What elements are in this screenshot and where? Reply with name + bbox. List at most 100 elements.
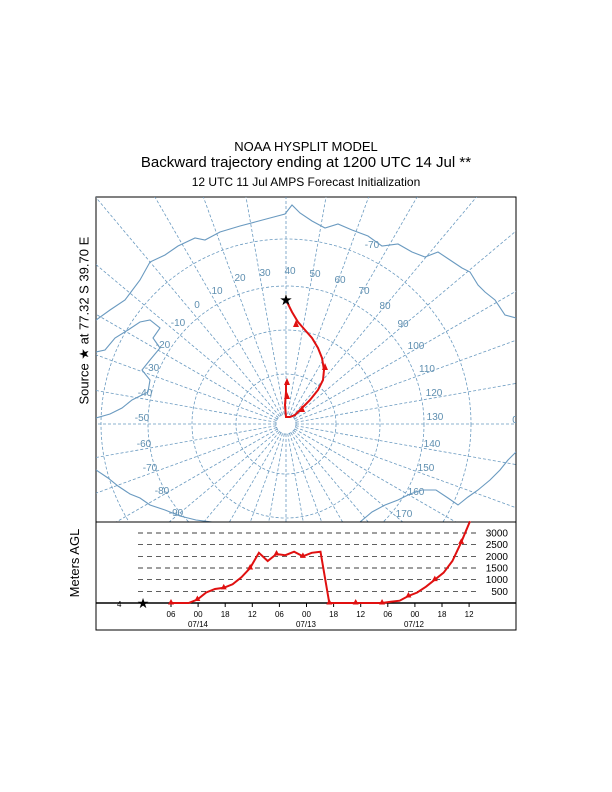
- date-label: 07/14: [188, 620, 209, 629]
- meridian-line: [292, 197, 477, 417]
- trajectory-marker: [284, 392, 290, 399]
- left-marker-label: 4: [117, 600, 122, 609]
- meridian-line: [289, 433, 323, 522]
- hour-label: 00: [410, 610, 419, 619]
- altitude-marker: [379, 599, 386, 605]
- meridian-line: [202, 197, 283, 415]
- meridian-label: -10: [171, 318, 186, 329]
- meridian-line: [96, 313, 278, 420]
- altitude-marker: [352, 599, 359, 605]
- meridian-line: [287, 433, 304, 522]
- meridian-line: [295, 383, 516, 423]
- meridian-line: [268, 433, 285, 522]
- altitude-marker: [405, 592, 412, 598]
- meridian-line: [245, 197, 285, 415]
- meridian-line: [293, 430, 404, 522]
- meridian-label: 0: [512, 415, 518, 426]
- meridian-label: 100: [408, 341, 425, 352]
- coastline: [96, 204, 516, 522]
- meridian-label: -70: [143, 463, 158, 474]
- meridian-label: 170: [396, 509, 413, 520]
- hour-label: 06: [167, 610, 176, 619]
- trajectory-marker: [293, 320, 299, 327]
- date-label: 07/12: [404, 620, 425, 629]
- meridian-label: -30: [145, 363, 160, 374]
- altitude-marker: [458, 538, 465, 544]
- meridian-line: [154, 197, 282, 416]
- meridian-line: [290, 432, 344, 522]
- source-star-icon: ★: [279, 291, 292, 309]
- altitude-marker: [299, 552, 306, 558]
- height-label: 2000: [486, 552, 509, 563]
- meridian-label: 110: [419, 364, 435, 375]
- altitude-series: [171, 520, 471, 604]
- title-model: NOAA HYSPLIT MODEL: [234, 139, 378, 154]
- altitude-marker: [194, 595, 201, 601]
- hour-label: 12: [248, 610, 257, 619]
- altitude-markers: [168, 538, 465, 605]
- title-initialization: 12 UTC 11 Jul AMPS Forecast Initializati…: [191, 175, 421, 189]
- date-label: 07/13: [296, 620, 317, 629]
- hour-label: 18: [221, 610, 230, 619]
- meridian-line: [290, 197, 418, 416]
- altitude-marker: [247, 564, 254, 570]
- hour-label: 12: [356, 610, 365, 619]
- meridian-label: -70: [365, 240, 380, 251]
- meridian-label: -60: [137, 439, 152, 450]
- altitude-marker: [326, 599, 333, 605]
- meridian-label: 0: [194, 300, 200, 311]
- meridian-label: -50: [135, 413, 150, 424]
- altitude-marker: [168, 599, 174, 605]
- meridian-label: -80: [155, 486, 170, 497]
- meridian-label: -90: [169, 508, 184, 519]
- hour-label: 00: [194, 610, 203, 619]
- meridian-label: 70: [358, 286, 370, 297]
- meridian-label: 140: [424, 439, 441, 450]
- hour-label: 06: [275, 610, 284, 619]
- meridian-label: 30: [259, 268, 271, 279]
- meridian-line: [294, 428, 457, 522]
- latitude-circle: [191, 329, 381, 519]
- meridian-label: 130: [427, 412, 444, 423]
- meridian-line: [96, 197, 280, 417]
- source-star-icon-altitude: ★: [137, 596, 150, 612]
- trajectory-markers: [284, 320, 328, 412]
- height-label: 500: [491, 587, 508, 598]
- meridian-label: 60: [334, 275, 346, 286]
- meridian-line: [96, 354, 277, 421]
- meridian-line: [294, 290, 516, 420]
- altitude-marker: [273, 550, 280, 556]
- meridian-line: [249, 433, 283, 522]
- meridian-line: [228, 432, 282, 522]
- hour-label: 18: [329, 610, 338, 619]
- time-axis: 06 00 18 12 06 00 18 12 06 00 18 12 07/14 07/13 07/12: [167, 603, 474, 629]
- map-frame: [95, 196, 517, 523]
- altitude-marker: [220, 583, 227, 590]
- trajectory-marker: [284, 378, 290, 385]
- meridian-label: 150: [418, 463, 435, 474]
- meridian-line: [293, 230, 516, 418]
- hour-label: 06: [383, 610, 392, 619]
- trajectory-marker: [322, 363, 328, 370]
- meridian-label: 10: [211, 286, 223, 297]
- title-trajectory: Backward trajectory ending at 1200 UTC 1…: [140, 154, 472, 171]
- meridian-line: [96, 264, 279, 418]
- altitude-frame: [95, 521, 517, 631]
- meridian-line: [295, 425, 516, 465]
- meridian-line: [168, 430, 279, 522]
- meridian-label: 90: [397, 319, 409, 330]
- meridian-line: [295, 427, 516, 509]
- meridian-line: [96, 427, 277, 494]
- meridian-label: 50: [309, 269, 321, 280]
- hour-label: 12: [465, 610, 474, 619]
- height-label: 1000: [486, 575, 509, 586]
- meridian-label: 20: [234, 273, 246, 284]
- meridian-label: 120: [426, 388, 443, 399]
- meridian-line: [295, 339, 516, 421]
- meridian-label: 80: [379, 301, 391, 312]
- meridian-label: 40: [284, 266, 296, 277]
- trajectory-path: [283, 299, 326, 418]
